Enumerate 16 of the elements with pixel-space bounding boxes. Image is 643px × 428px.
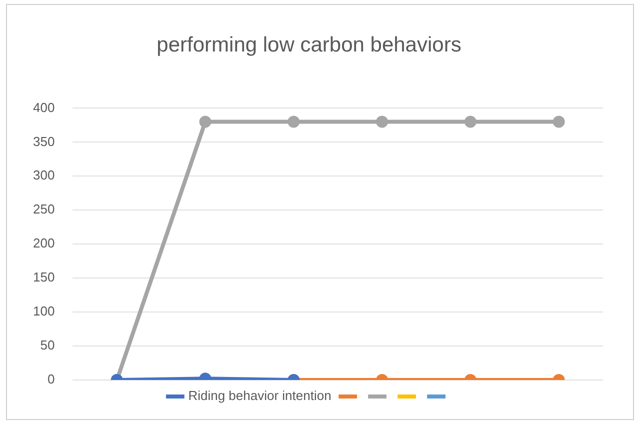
y-tick-label: 200 — [32, 236, 55, 251]
point — [464, 116, 476, 128]
point — [288, 116, 300, 128]
point — [199, 116, 212, 128]
y-tick-label: 250 — [32, 202, 55, 217]
legend-label: Riding behavior intention — [188, 388, 332, 404]
point — [552, 116, 565, 128]
y-tick-label: 300 — [32, 168, 55, 183]
y-tick-label: 350 — [32, 134, 55, 149]
chart-title: performing low carbon behaviors — [156, 33, 462, 56]
y-tick-label: 400 — [32, 100, 55, 115]
y-tick-label: 50 — [40, 338, 55, 353]
y-tick-label: 100 — [32, 304, 55, 319]
y-tick-label: 150 — [32, 270, 55, 285]
y-tick-label: 0 — [47, 372, 55, 387]
point — [376, 116, 388, 128]
